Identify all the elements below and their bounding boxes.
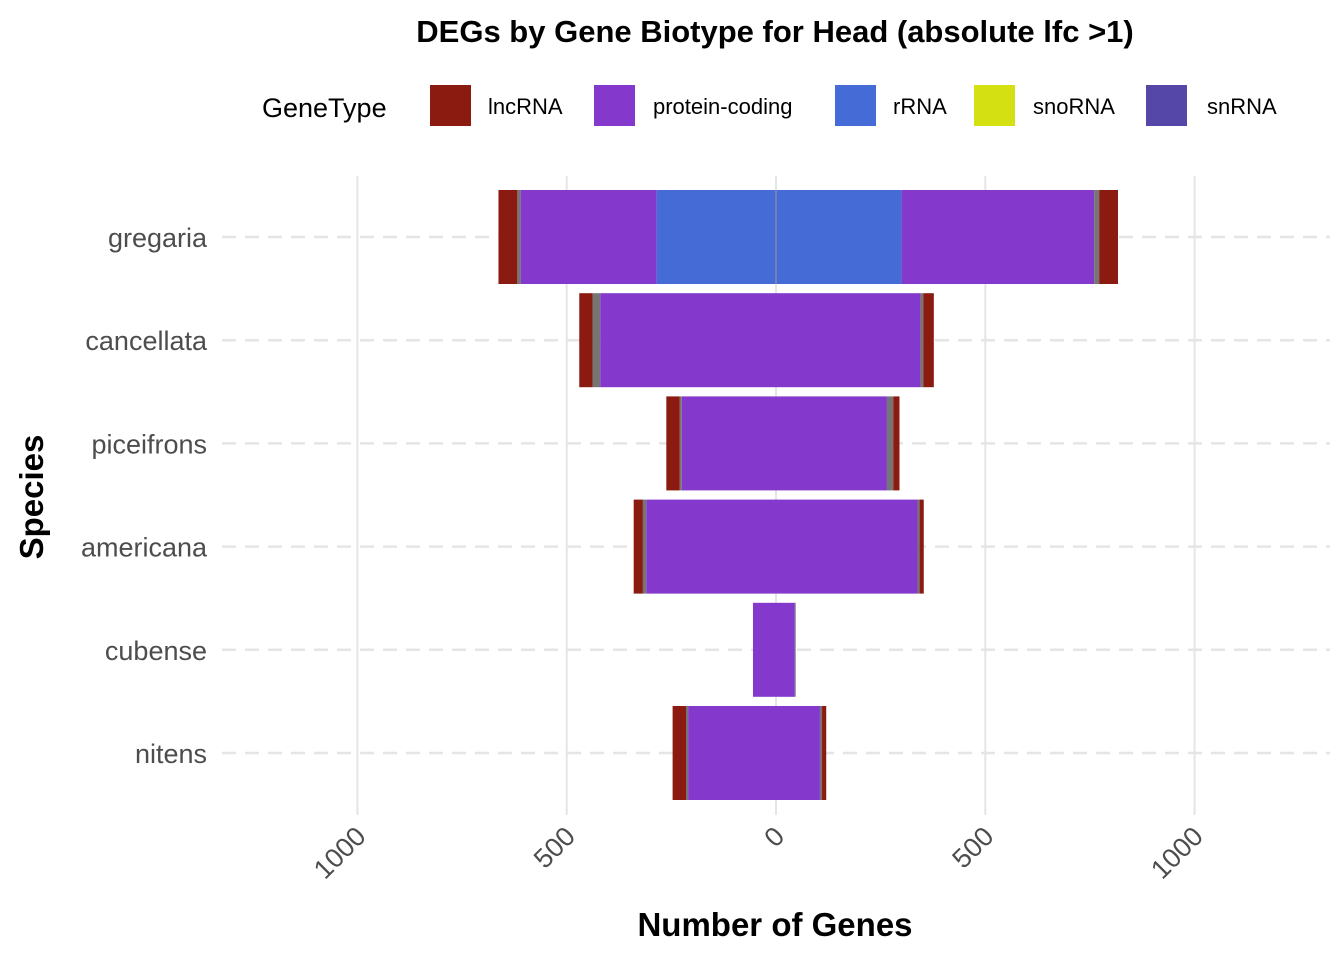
bar-piceifrons-down-protein-coding <box>681 396 776 491</box>
bar-cancellata-up-protein-coding <box>776 293 921 388</box>
bar-americana-down-protein-coding <box>646 499 776 594</box>
bar-nitens-down-lncrna <box>672 706 687 800</box>
bar-piceifrons-up-protein-coding <box>776 396 887 491</box>
bar-americana-up-other <box>917 499 920 594</box>
bar-group-cubense <box>752 602 796 697</box>
bar-piceifrons-down-lncrna <box>666 396 680 491</box>
y-tick-americana: americana <box>81 533 208 563</box>
legend: GeneType lncRNA protein-coding rRNA snoRNA s… <box>262 85 1277 126</box>
bar-cancellata-down-lncrna <box>579 293 593 388</box>
legend-key-snrna <box>1146 85 1187 126</box>
y-tick-gregaria: gregaria <box>108 223 208 253</box>
x-tick-label: 1000 <box>1145 821 1209 885</box>
bar-cancellata-up-lncrna <box>923 293 934 388</box>
bar-cubense-down-protein-coding <box>752 602 776 697</box>
y-tick-cubense: cubense <box>105 636 207 666</box>
bar-gregaria-up-lncrna <box>1099 190 1118 284</box>
bar-cancellata-up-other <box>920 293 924 388</box>
bar-nitens-down-other <box>686 706 689 800</box>
bar-americana-down-other <box>642 499 647 594</box>
bar-piceifrons-up-other <box>886 396 894 491</box>
chart-title: DEGs by Gene Biotype for Head (absolute … <box>416 14 1133 49</box>
bar-group-piceifrons <box>666 396 900 491</box>
x-tick-label: 500 <box>528 821 581 874</box>
bar-gregaria-down-other <box>517 190 521 284</box>
bar-nitens-up-protein-coding <box>776 706 820 800</box>
legend-title: GeneType <box>262 93 387 123</box>
y-axis-title: Species <box>13 435 50 560</box>
legend-label-rrna: rRNA <box>893 94 947 119</box>
bar-gregaria-up-other <box>1094 190 1100 284</box>
bar-gregaria-up-protein-coding <box>901 190 1095 284</box>
bar-gregaria-down-protein-coding <box>520 190 657 284</box>
bar-cubense-up-other <box>794 602 796 697</box>
bar-americana-up-protein-coding <box>776 499 918 594</box>
legend-key-rrna <box>835 85 876 126</box>
bar-nitens-up-lncrna <box>822 706 827 800</box>
y-tick-labels: gregaria cancellata piceifrons americana cub… <box>81 223 208 769</box>
bar-group-nitens <box>672 706 827 800</box>
x-tick-label: 1000 <box>308 821 372 885</box>
bar-piceifrons-up-lncrna <box>893 396 900 491</box>
bar-gregaria-down-lncrna <box>498 190 518 284</box>
x-tick-labels: 1000 500 0 500 1000 <box>308 821 1209 885</box>
y-tick-piceifrons: piceifrons <box>91 429 207 459</box>
bars <box>498 190 1118 800</box>
bar-nitens-up-other <box>819 706 823 800</box>
legend-label-snrna: snRNA <box>1207 94 1277 119</box>
bar-cancellata-down-other <box>592 293 601 388</box>
bar-group-cancellata <box>579 293 934 388</box>
bar-gregaria-up-rrna <box>776 190 902 284</box>
legend-label-protein-coding: protein-coding <box>653 94 792 119</box>
x-axis-title: Number of Genes <box>637 906 912 943</box>
bar-americana-down-lncrna <box>633 499 643 594</box>
y-tick-cancellata: cancellata <box>85 326 208 356</box>
bar-nitens-down-protein-coding <box>688 706 776 800</box>
legend-key-snorna <box>974 85 1015 126</box>
bar-americana-up-lncrna <box>919 499 924 594</box>
legend-label-snorna: snoRNA <box>1033 94 1115 119</box>
x-tick-label: 500 <box>946 821 999 874</box>
bar-group-americana <box>633 499 924 594</box>
legend-key-lncrna <box>430 85 471 126</box>
bar-cubense-up-protein-coding <box>776 602 795 697</box>
bar-group-gregaria <box>498 190 1118 284</box>
bar-gregaria-down-rrna <box>656 190 776 284</box>
legend-key-protein-coding <box>594 85 635 126</box>
bar-piceifrons-down-other <box>679 396 682 491</box>
y-tick-nitens: nitens <box>135 739 207 769</box>
legend-label-lncrna: lncRNA <box>488 94 563 119</box>
bar-cancellata-down-protein-coding <box>600 293 776 388</box>
x-tick-label: 0 <box>758 821 790 853</box>
